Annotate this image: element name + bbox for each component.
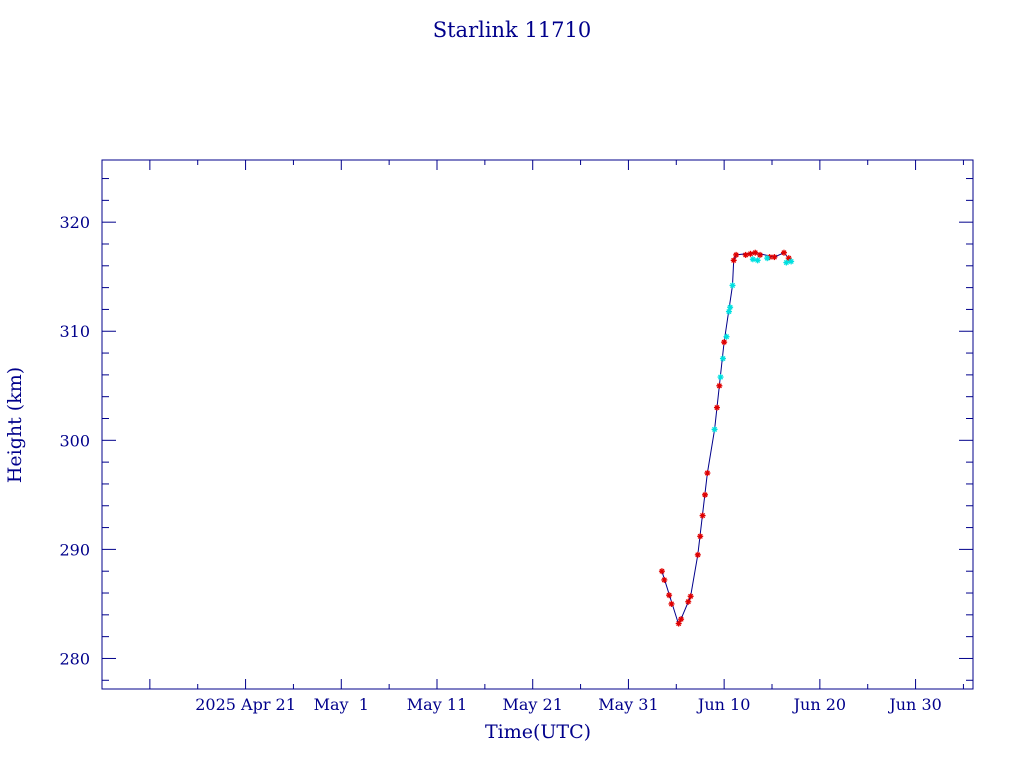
data-point bbox=[668, 600, 675, 607]
data-point bbox=[678, 616, 685, 623]
data-point bbox=[704, 470, 711, 477]
data-point bbox=[723, 333, 730, 340]
x-tick-labels: 2025 Apr 21 May 1 May 11 May 21 May 31 Jun 10… bbox=[195, 695, 942, 714]
data-point bbox=[764, 255, 771, 262]
data-point bbox=[742, 251, 749, 258]
data-point bbox=[733, 251, 740, 258]
x-tick-label: Jun 20 bbox=[792, 695, 846, 714]
data-point bbox=[717, 374, 724, 381]
axis-ticks bbox=[102, 160, 973, 689]
x-tick-label: May 21 bbox=[503, 695, 563, 714]
data-point bbox=[727, 304, 734, 311]
data-point bbox=[658, 568, 665, 575]
y-tick-label: 320 bbox=[59, 213, 90, 232]
y-tick-label: 300 bbox=[59, 431, 90, 450]
x-axis-label: Time(UTC) bbox=[485, 721, 591, 743]
trend-line bbox=[661, 252, 792, 627]
data-point bbox=[721, 339, 728, 346]
data-point bbox=[699, 512, 706, 519]
data-point bbox=[697, 533, 704, 540]
data-point bbox=[685, 598, 692, 605]
x-tick-label: May 31 bbox=[598, 695, 658, 714]
data-point bbox=[702, 491, 708, 498]
chart-title: Starlink 11710 bbox=[433, 18, 592, 42]
x-tick-label: May 11 bbox=[407, 695, 467, 714]
data-point bbox=[711, 426, 718, 433]
data-point bbox=[747, 250, 754, 257]
y-tick-label: 280 bbox=[59, 649, 90, 668]
data-point bbox=[757, 251, 764, 258]
y-tick-label: 290 bbox=[59, 540, 90, 559]
data-point bbox=[687, 593, 694, 600]
x-tick-label: Jun 30 bbox=[887, 695, 941, 714]
data-point bbox=[730, 257, 737, 264]
data-point bbox=[771, 254, 778, 261]
data-point bbox=[729, 282, 736, 289]
data-point bbox=[716, 382, 723, 389]
data-point bbox=[752, 249, 759, 256]
data-point bbox=[694, 551, 701, 558]
data-point bbox=[719, 355, 726, 362]
data-point bbox=[725, 308, 732, 315]
y-tick-labels: 280 290 300 310 320 bbox=[59, 213, 90, 668]
data-point bbox=[749, 256, 756, 263]
data-point bbox=[788, 258, 795, 265]
data-point bbox=[661, 576, 668, 583]
y-tick-label: 310 bbox=[59, 322, 90, 341]
data-point bbox=[713, 404, 720, 411]
data-point bbox=[754, 257, 761, 264]
x-tick-label: May 1 bbox=[314, 695, 369, 714]
plot-frame bbox=[101, 159, 974, 690]
y-axis-label: Height (km) bbox=[4, 367, 26, 483]
data-point bbox=[666, 592, 673, 599]
x-tick-label: Jun 10 bbox=[696, 695, 750, 714]
data-point bbox=[780, 249, 787, 256]
data-point bbox=[675, 620, 682, 627]
data-point bbox=[783, 259, 790, 266]
data-layer bbox=[658, 249, 795, 627]
x-tick-label: 2025 Apr 21 bbox=[195, 695, 296, 714]
